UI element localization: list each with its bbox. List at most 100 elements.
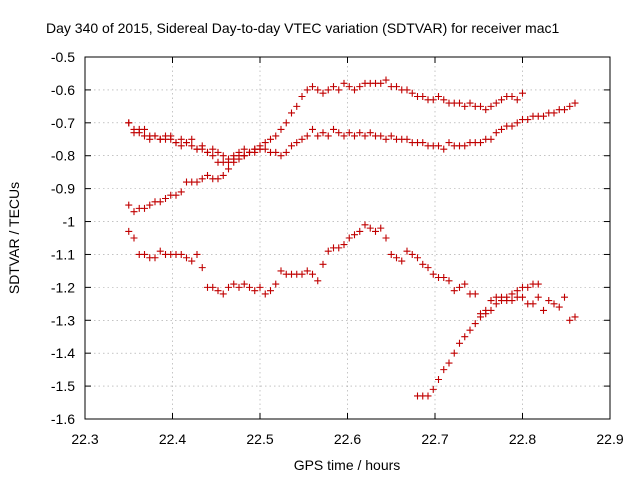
data-point [440,145,448,153]
y-tick-label: -1.1 [51,246,75,262]
data-point [393,254,400,262]
x-tick-label: 22.5 [246,431,273,447]
data-point [309,83,316,91]
data-point [288,109,295,117]
data-point [461,142,469,150]
data-point [445,359,453,367]
data-point [146,201,154,209]
data-point [204,171,211,179]
data-point [498,297,505,305]
data-point [540,306,547,314]
data-point [382,234,390,242]
data-point [471,320,479,328]
data-point [188,142,196,150]
data-point [545,297,553,305]
data-point [440,273,448,281]
data-point [345,129,353,137]
data-point [251,287,259,295]
data-point [240,280,248,288]
data-point [125,227,133,235]
data-point [319,89,327,97]
data-point [314,132,322,140]
y-tick-label: -0.7 [51,115,75,131]
data-point [303,86,311,94]
data-point [319,129,327,137]
data-point [571,99,579,107]
data-point [440,366,448,374]
data-point [461,102,469,110]
data-point [261,139,269,147]
data-point [198,264,206,272]
data-point [246,148,253,156]
data-point [429,96,437,104]
data-point [372,227,379,235]
data-point [335,86,343,94]
data-points [125,76,579,400]
data-point [293,102,301,110]
data-point [324,132,332,140]
data-point [492,300,500,308]
data-point [498,125,505,133]
data-point [130,234,138,242]
data-point [377,132,385,140]
data-point [340,241,348,249]
data-point [209,152,217,160]
data-point [366,129,374,137]
data-point [130,208,138,216]
data-point [487,102,495,110]
axis-ticks [84,56,611,420]
data-point [498,96,505,104]
data-point [156,198,164,206]
data-point [214,175,222,183]
data-point [272,132,280,140]
data-point [235,283,243,291]
data-point [508,92,516,100]
data-point [177,142,185,150]
data-point [225,165,232,173]
x-tick-label: 22.7 [421,431,448,447]
data-point [519,293,526,301]
data-point [230,280,238,288]
data-point [461,280,469,288]
data-point [561,293,568,301]
data-point [340,79,348,87]
tick-labels: 22.3 22.4 22.5 22.6 22.7 22.8 22.9 -0.5 -0.6 -0.7… [51,49,624,447]
data-point [272,280,280,288]
data-point [435,92,442,100]
data-point [403,135,411,143]
data-point [193,178,201,186]
series-track-e [414,280,542,400]
y-tick-label: -1.5 [51,378,75,394]
data-point [214,287,222,295]
data-point [314,277,322,285]
data-point [387,132,395,140]
x-tick-label: 22.6 [334,431,361,447]
data-point [351,231,358,239]
data-point [198,175,206,183]
data-point [298,270,306,278]
data-point [256,283,264,291]
data-point [209,145,217,153]
x-tick-label: 22.8 [509,431,536,447]
data-point [403,86,411,94]
data-point [524,116,532,124]
data-point [151,132,159,140]
data-point [219,152,227,160]
data-point [188,257,196,265]
data-point [566,102,574,110]
data-point [188,135,196,143]
x-tick-label: 22.9 [596,431,623,447]
data-point [225,155,232,163]
data-point [450,287,458,295]
data-point [298,135,306,143]
data-point [177,188,185,196]
data-point [177,135,185,143]
data-point [477,313,484,321]
data-point [162,195,169,203]
data-point [403,247,411,255]
data-point [225,283,232,291]
data-point [477,102,484,110]
data-point [230,158,238,166]
data-point [156,247,164,255]
data-point [172,191,180,199]
